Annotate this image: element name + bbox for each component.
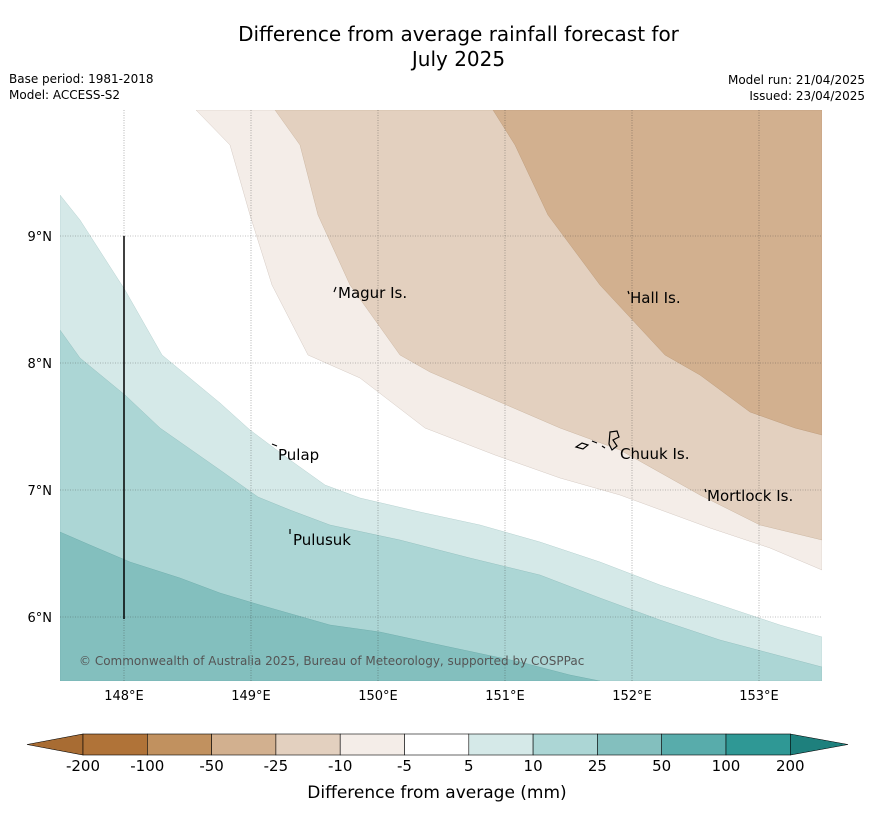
colorbar-cell (404, 733, 470, 756)
band-10-to-25 (60, 329, 822, 681)
issued-date: Issued: 23/04/2025 (749, 89, 865, 103)
lat-tick-7: 7°N (28, 484, 53, 499)
lon-tick-149: 149°E (231, 689, 271, 704)
model-name: Model: ACCESS-S2 (9, 88, 121, 102)
place-magur: Magur Is. (338, 284, 407, 302)
colorbar-cell (82, 733, 148, 756)
place-chuuk: Chuuk Is. (620, 445, 689, 463)
band-25-to-50 (60, 531, 601, 681)
band-minus-25-to-minus-50 (492, 110, 822, 436)
place-pulusuk: Pulusuk (293, 531, 351, 549)
colorbar-tick-label: -10 (328, 757, 353, 775)
title-line-1: Difference from average rainfall forecas… (238, 22, 679, 46)
model-run: Model run: 21/04/2025 (727, 73, 865, 87)
colorbar-tick-label: -100 (130, 757, 164, 775)
colorbar-tick-label: 100 (712, 757, 741, 775)
colorbar-tick-label: 50 (652, 757, 671, 775)
legend-title: Difference from average (mm) (307, 783, 566, 803)
lon-tick-151: 151°E (485, 689, 525, 704)
place-pulap: Pulap (278, 446, 319, 464)
colorbar-cell (468, 733, 534, 756)
colorbar-tick-label: 10 (524, 757, 543, 775)
island-marks (271, 286, 707, 534)
base-period: Base period: 1981-2018 (9, 72, 154, 86)
colorbar-tick-label: -50 (199, 757, 224, 775)
rainfall-map: Magur Is. Hall Is. Pulap Chuuk Is. Mortl… (60, 110, 822, 681)
lon-tick-148: 148°E (104, 689, 144, 704)
colorbar-cell (339, 733, 405, 756)
colorbar-cell (597, 733, 663, 756)
colorbar-extend-right (789, 733, 849, 756)
lat-tick-8: 8°N (28, 357, 53, 372)
colorbar-cell (725, 733, 791, 756)
colorbar-cell (211, 733, 277, 756)
meta-left: Base period: 1981-2018 Model: ACCESS-S2 (9, 71, 154, 103)
colorbar-tick-label: 25 (588, 757, 607, 775)
lon-tick-153: 153°E (739, 689, 779, 704)
colorbar-tick-label: -25 (264, 757, 289, 775)
map-title: Difference from average rainfall forecas… (0, 22, 873, 72)
colorbar-cell (532, 733, 598, 756)
lon-tick-152: 152°E (612, 689, 652, 704)
copyright: © Commonwealth of Australia 2025, Bureau… (79, 654, 584, 668)
colorbar-tick-label: -200 (66, 757, 100, 775)
colorbar-cell (661, 733, 727, 756)
lat-tick-9: 9°N (28, 230, 53, 245)
colorbar: -200 -100 -50 -25 -10 -5 5 10 25 50 100 200 (26, 733, 849, 775)
colorbar-tick-label: 200 (776, 757, 805, 775)
colorbar-cell (147, 733, 212, 756)
place-mortlock: Mortlock Is. (707, 487, 793, 505)
lat-tick-6: 6°N (28, 611, 53, 626)
lon-tick-150: 150°E (358, 689, 398, 704)
colorbar-tick-label: -5 (397, 757, 412, 775)
colorbar-cell (275, 733, 341, 756)
meta-right: Model run: 21/04/2025 Issued: 23/04/2025 (728, 72, 865, 104)
title-line-2: July 2025 (411, 47, 506, 71)
colorbar-tick-label: 5 (464, 757, 474, 775)
colorbar-extend-left (26, 733, 84, 756)
place-hall: Hall Is. (630, 289, 681, 307)
